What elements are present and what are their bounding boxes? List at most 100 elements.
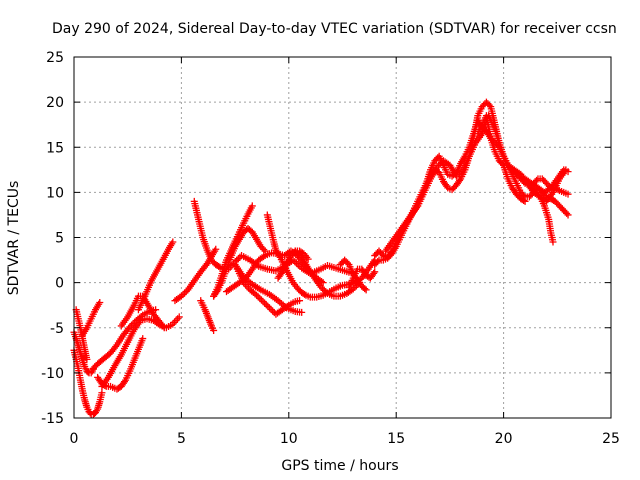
data-point: [267, 305, 275, 313]
data-point: [361, 285, 369, 293]
data-point: [120, 378, 128, 386]
data-point: [269, 307, 277, 315]
data-point: [485, 101, 493, 109]
data-point: [362, 286, 370, 294]
data-point: [351, 283, 359, 291]
data-point: [454, 171, 462, 179]
y-tick-label: -5: [50, 321, 64, 337]
x-tick-label: 15: [387, 431, 405, 447]
data-point: [374, 258, 382, 266]
data-point: [256, 294, 264, 302]
series-arc-24: [371, 98, 572, 269]
data-point: [264, 302, 272, 310]
data-points: [70, 98, 572, 418]
series-arc-21: [345, 265, 379, 291]
data-point: [127, 321, 135, 329]
y-tick-label: 20: [46, 95, 64, 111]
x-tick-label: 5: [177, 431, 186, 447]
data-point: [96, 298, 104, 306]
x-tick-label: 10: [280, 431, 298, 447]
data-point: [456, 169, 464, 177]
data-point: [253, 291, 261, 299]
data-point: [260, 253, 268, 261]
data-point: [549, 238, 557, 246]
data-point: [260, 246, 268, 254]
data-point: [520, 196, 528, 204]
data-point: [84, 368, 92, 376]
data-point: [98, 389, 106, 397]
series-arc-22: [336, 256, 370, 294]
data-point: [277, 269, 285, 277]
data-point: [564, 211, 572, 219]
series-arc-20: [291, 247, 364, 300]
data-point: [319, 285, 327, 293]
data-point: [344, 259, 352, 267]
series-arc-16: [231, 261, 306, 316]
y-tick-label: -10: [41, 366, 64, 382]
data-point: [533, 176, 541, 184]
data-point: [452, 172, 460, 180]
data-point: [298, 308, 306, 316]
series-arc-12: [197, 297, 218, 334]
y-tick-label: 5: [55, 231, 64, 247]
data-point: [262, 301, 270, 309]
data-point: [233, 256, 241, 264]
data-point: [254, 293, 262, 301]
data-point: [126, 323, 134, 331]
y-tick-label: 0: [55, 276, 64, 292]
x-tick-label: 20: [495, 431, 513, 447]
data-point: [177, 292, 185, 300]
data-point: [210, 326, 218, 334]
data-point: [301, 290, 309, 298]
series-arc-4: [79, 298, 104, 339]
data-point: [435, 162, 443, 170]
data-point: [320, 286, 328, 294]
data-point: [160, 324, 168, 332]
data-point: [212, 245, 220, 253]
data-point: [371, 268, 379, 276]
series-arc-17: [233, 265, 304, 318]
data-point: [139, 335, 147, 343]
data-point: [259, 298, 267, 306]
x-axis-label: GPS time / hours: [281, 458, 398, 474]
y-tick-label: 10: [46, 185, 64, 201]
chart-title: Day 290 of 2024, Sidereal Day-to-day VTE…: [52, 21, 617, 37]
series-arc-14: [210, 202, 256, 300]
data-point: [283, 302, 291, 310]
data-point: [112, 343, 120, 351]
series-arc-28: [521, 166, 572, 196]
data-point: [181, 289, 189, 297]
data-point: [175, 313, 183, 321]
data-point: [265, 304, 273, 312]
data-point: [433, 163, 441, 171]
data-point: [291, 247, 299, 255]
data-point: [293, 249, 301, 257]
data-point: [234, 255, 242, 263]
series-arc-26: [474, 112, 529, 205]
data-point: [436, 160, 444, 168]
data-point: [378, 250, 386, 258]
y-axis-label: SDTVAR / TECUs: [6, 181, 22, 296]
data-point: [261, 299, 269, 307]
data-point: [457, 167, 465, 175]
data-point: [83, 355, 91, 363]
data-point: [179, 291, 187, 299]
grid-lines: [74, 57, 611, 418]
data-point: [349, 285, 357, 293]
data-point: [370, 269, 378, 277]
series-arc-7: [98, 313, 183, 390]
series-arc-27: [528, 184, 557, 246]
data-point: [317, 283, 325, 291]
axis-ticks: 0 5 10 15 20 25 -15 -10 -5 0 5 10 15 20 25: [41, 50, 620, 447]
data-point: [564, 190, 572, 198]
data-point: [456, 176, 464, 184]
data-point: [294, 250, 302, 258]
data-point: [296, 297, 304, 305]
data-point: [248, 202, 256, 210]
series-arc-10: [171, 245, 220, 305]
data-point: [322, 288, 330, 296]
series-arc-9: [134, 238, 177, 314]
data-point: [521, 197, 529, 205]
data-point: [563, 209, 571, 217]
